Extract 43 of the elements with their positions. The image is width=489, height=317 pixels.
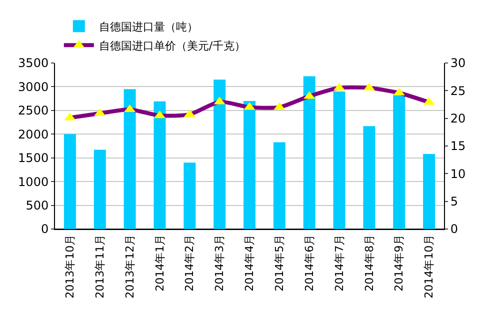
x-tick-label: 2014年8月 (362, 234, 376, 292)
bar (64, 134, 76, 229)
x-tick-label: 2014年5月 (272, 234, 286, 292)
x-tick-label: 2013年12月 (123, 234, 136, 298)
x-tick-label: 2014年6月 (302, 234, 316, 292)
bar (333, 91, 346, 229)
y-tick-label: 1500 (18, 151, 49, 166)
x-tick-label: 2014年4月 (243, 234, 256, 292)
y-tick-label: 2000 (18, 127, 49, 142)
x-tick-label: 2014年7月 (332, 234, 346, 292)
y-tick-label: 500 (26, 198, 49, 212)
bar (154, 101, 166, 229)
bar (214, 80, 226, 229)
bar (423, 154, 436, 229)
y2-tick-label: 30 (450, 56, 466, 70)
y2-tick-label: 5 (450, 194, 458, 209)
x-tick-label: 2014年3月 (213, 234, 226, 292)
y2-tick-label: 25 (450, 84, 466, 98)
bar (273, 142, 286, 229)
legend-label: 自德国进口量（吨） (98, 20, 198, 34)
x-tick-label: 2014年2月 (183, 234, 196, 292)
bar (303, 76, 316, 229)
bar (393, 94, 406, 229)
bar (124, 89, 136, 229)
x-tick-label: 2014年1月 (153, 234, 166, 292)
x-tick-label: 2013年10月 (64, 234, 77, 298)
y2-tick-label: 0 (450, 222, 458, 236)
x-tick-label: 2013年11月 (93, 234, 106, 298)
y2-tick-label: 10 (450, 166, 466, 181)
legend-label: 自德国进口单价（美元/千克） (98, 39, 246, 52)
y-tick-label: 2500 (18, 104, 49, 118)
bar (363, 126, 376, 229)
bar (184, 162, 196, 229)
x-tick-label: 2014年9月 (392, 234, 406, 292)
bar (244, 100, 256, 229)
bar (94, 150, 106, 229)
x-tick-label: 2014年10月 (422, 234, 436, 298)
y-tick-label: 3500 (18, 56, 49, 70)
y-tick-label: 1000 (18, 174, 49, 189)
y-tick-label: 0 (40, 222, 49, 236)
y-tick-label: 3000 (18, 80, 49, 94)
y2-tick-label: 15 (450, 139, 466, 154)
y2-tick-label: 20 (450, 112, 466, 126)
